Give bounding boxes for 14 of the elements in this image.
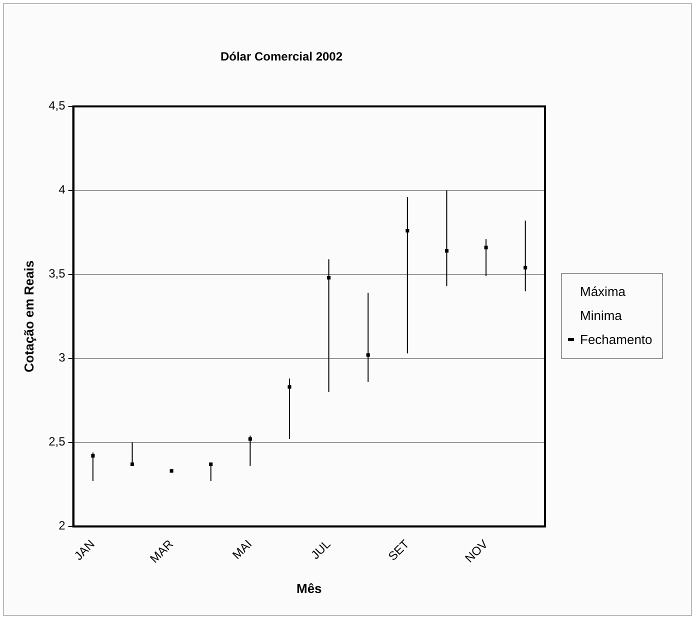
x-axis-title: Mês [296, 580, 322, 596]
chart-title: Dólar Comercial 2002 [220, 50, 343, 64]
legend-label: Fechamento [579, 331, 652, 350]
x-tick-label: MAI [230, 537, 255, 562]
y-tick-label: 4 [58, 182, 66, 197]
y-tick-label: 3,5 [48, 266, 66, 281]
y-tick-label: 4,5 [48, 98, 66, 113]
y-tick-label: 2 [58, 518, 66, 533]
text: Minima [579, 307, 623, 326]
x-tick-label: JUL [308, 536, 334, 562]
y-tick-label: 2,5 [48, 434, 66, 449]
y-axis-title: Cotação em Reais [21, 260, 36, 372]
y-tick-label: 3 [58, 350, 66, 365]
text: Máxima [579, 283, 627, 302]
